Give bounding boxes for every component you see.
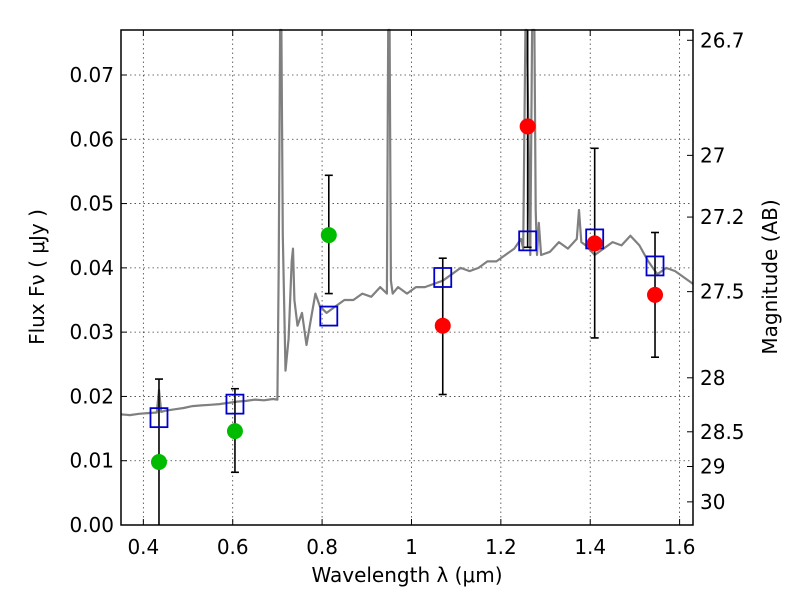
y2-tick-label: 28	[700, 366, 725, 390]
y-tick-label: 0.01	[69, 449, 114, 473]
y2-tick-label: 26.7	[700, 28, 745, 52]
y-tick-label: 0.06	[69, 127, 114, 151]
y2-tick-label: 27	[700, 143, 725, 167]
model-photometry-square	[433, 267, 453, 288]
observed-points	[150, 118, 664, 470]
grid-lines	[121, 30, 693, 525]
y-tick-label: 0.00	[69, 513, 114, 537]
model-photometry-square	[518, 230, 538, 252]
y-tick-label: 0.03	[69, 320, 114, 344]
green-point	[150, 454, 167, 470]
y2-tick-label: 28.5	[700, 420, 745, 444]
x-tick-label: 0.6	[217, 535, 249, 559]
x-axis-label: Wavelength λ (μm)	[311, 563, 502, 587]
model-photometry-square	[645, 255, 665, 277]
y2-tick-label: 27.2	[700, 205, 745, 229]
model-photometry-square	[319, 305, 339, 327]
red-point	[434, 317, 451, 334]
x-tick-label: 0.4	[127, 535, 159, 559]
model-spectrum-line	[120, 28, 694, 417]
model-photometry-square	[225, 393, 245, 415]
y2-tick-label: 29	[700, 455, 725, 479]
y2-tick-label: 27.5	[700, 280, 745, 304]
y-tick-label: 0.02	[69, 384, 114, 408]
y-tick-label: 0.07	[69, 63, 114, 87]
x-tick-label: 1.4	[574, 535, 606, 559]
y-tick-label: 0.05	[69, 192, 114, 216]
red-point	[647, 286, 664, 303]
axis-ticks: 0.4 0.6 0.8 1 1.2 1.4 1.6 0.00 0.01 0.02 0.03 0.04 0…	[69, 28, 744, 559]
green-point	[226, 423, 243, 440]
x-tick-label: 1	[405, 535, 418, 559]
plot-frame	[120, 29, 694, 526]
model-spectrum	[120, 28, 694, 417]
x-tick-label: 1.6	[664, 535, 696, 559]
x-tick-label: 0.8	[306, 535, 338, 559]
green-point	[320, 227, 337, 244]
red-point	[586, 235, 603, 252]
red-point	[519, 118, 536, 135]
model-photometry-square	[149, 407, 169, 429]
y-tick-label: 0.04	[69, 256, 114, 280]
x-tick-label: 1.2	[485, 535, 517, 559]
y-axis-label: Flux Fν ( μJy )	[25, 209, 49, 345]
y2-axis-label: Magnitude (AB)	[758, 199, 782, 354]
y2-tick-label: 30	[700, 490, 725, 514]
